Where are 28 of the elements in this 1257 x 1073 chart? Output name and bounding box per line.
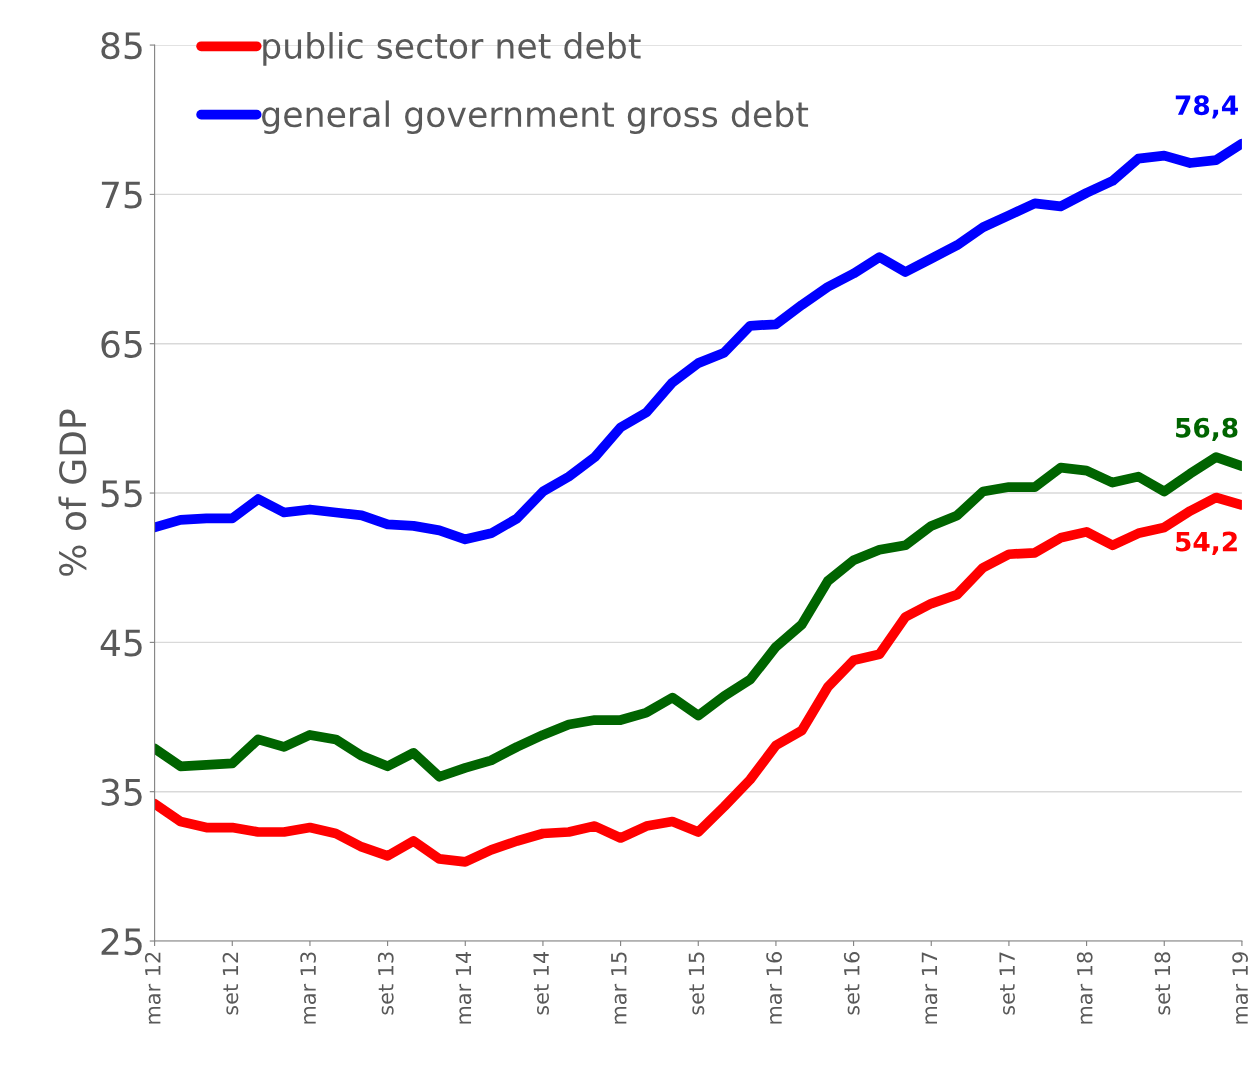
x-tick-label: mar 16 <box>766 952 782 1024</box>
x-tick-label: set 16 <box>843 952 860 1015</box>
y-tick-label: 55 <box>101 480 142 508</box>
x-tick-label: mar 13 <box>300 952 316 1024</box>
data-label: 54,2 <box>1176 531 1237 555</box>
x-tick-label: mar 19 <box>1232 952 1248 1024</box>
y-tick-label: 85 <box>101 31 142 60</box>
data-label: 78,4 <box>1175 95 1238 119</box>
x-tick-label: set 13 <box>377 952 394 1015</box>
x-tick-label: mar 15 <box>611 952 627 1024</box>
x-tick-label: set 15 <box>688 952 705 1015</box>
x-tick-label: mar 14 <box>455 951 472 1024</box>
y-tick-label: 35 <box>101 778 142 806</box>
x-tick-label: set 18 <box>1154 952 1171 1015</box>
y-tick-label: 45 <box>100 629 142 657</box>
x-tick-label: set 12 <box>222 952 239 1015</box>
y-tick-label: 65 <box>101 330 142 358</box>
x-tick-label: mar 17 <box>921 952 938 1024</box>
y-tick-label: 75 <box>101 181 142 209</box>
data-label: 56,8 <box>1176 417 1238 442</box>
x-tick-label: mar 18 <box>1076 952 1093 1024</box>
x-tick-label: set 14 <box>533 951 549 1015</box>
x-tick-label: mar 12 <box>144 952 161 1024</box>
y-axis-title: % of GDP <box>58 409 87 576</box>
y-tick-label: 25 <box>101 927 142 956</box>
x-tick-label: set 17 <box>999 952 1015 1015</box>
legend-label: general government gross debt <box>262 100 809 135</box>
legend-label: public sector net debt <box>263 32 641 66</box>
